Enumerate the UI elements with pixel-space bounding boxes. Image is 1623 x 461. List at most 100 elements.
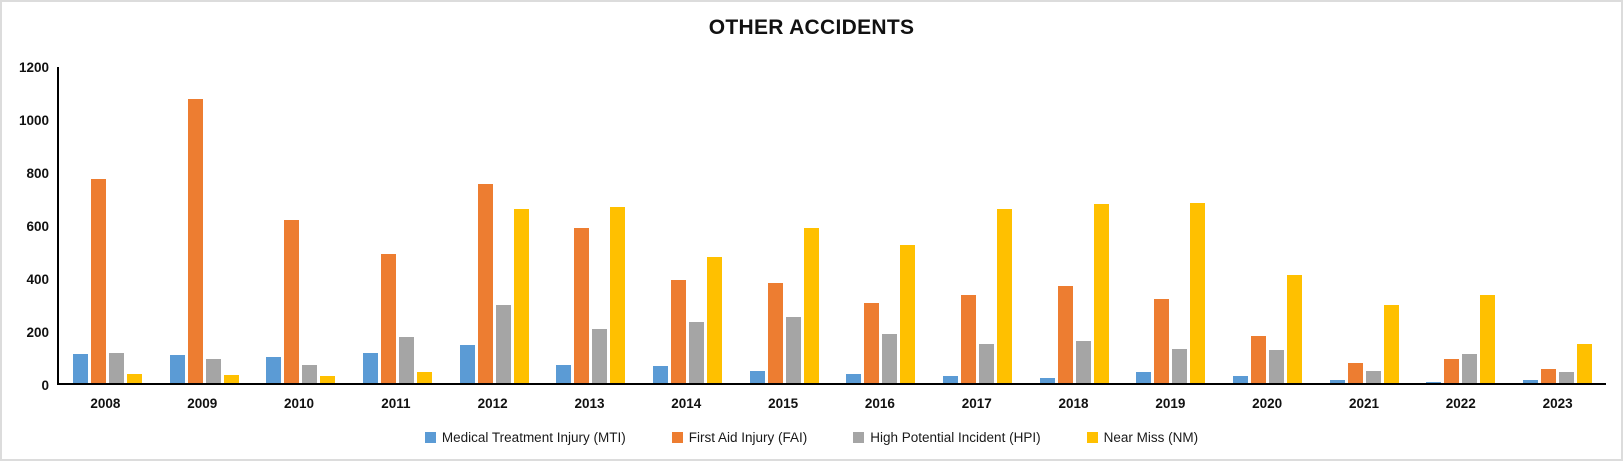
legend-swatch-hpi: [853, 432, 865, 443]
bar-hpi-2022: [1462, 354, 1478, 383]
bar-fai-2014: [670, 280, 686, 383]
bar-nm-2010: [320, 376, 336, 383]
legend-item-hpi: High Potential Incident (HPI): [853, 430, 1041, 445]
bar-nm-2016: [900, 244, 916, 383]
x-axis-label-2016: 2016: [864, 396, 895, 411]
y-axis-tick-label: 200: [26, 324, 49, 340]
bar-hpi-2023: [1559, 372, 1575, 383]
bar-hpi-2011: [398, 336, 414, 383]
bar-nm-2015: [803, 227, 819, 383]
bar-hpi-2018: [1075, 340, 1091, 383]
bar-fai-2008: [90, 178, 106, 383]
chart-title: OTHER ACCIDENTS: [708, 16, 915, 39]
bar-nm-2012: [513, 209, 529, 383]
bar-fai-2009: [187, 98, 203, 383]
x-axis-labels: 2008 2009 2010 2011 2012 2013 2014 2015 2016 2017…: [57, 396, 1606, 411]
bar-group-2016: [833, 67, 930, 383]
bar-fai-2015: [767, 282, 783, 383]
bar-nm-2009: [223, 375, 239, 383]
bar-hpi-2010: [302, 364, 318, 383]
bar-group-2012: [446, 67, 543, 383]
bar-fai-2011: [380, 253, 396, 383]
bar-mti-2015: [749, 371, 765, 383]
x-axis-label-2013: 2013: [574, 396, 605, 411]
bar-group-2013: [542, 67, 639, 383]
bar-group-2021: [1316, 67, 1413, 383]
bar-mti-2012: [459, 344, 475, 383]
bar-nm-2017: [997, 209, 1013, 383]
bar-mti-2013: [556, 364, 572, 383]
bar-mti-2018: [1039, 377, 1055, 383]
bar-fai-2018: [1057, 285, 1073, 383]
bar-nm-2018: [1093, 203, 1109, 383]
bar-hpi-2013: [592, 329, 608, 383]
bar-mti-2021: [1329, 380, 1345, 383]
bar-hpi-2016: [882, 334, 898, 383]
bar-fai-2017: [961, 294, 977, 383]
bar-hpi-2019: [1172, 348, 1188, 383]
y-axis: 0 200 400 600 800 1000 1200: [2, 60, 49, 391]
x-axis-label-2022: 2022: [1445, 396, 1476, 411]
legend-swatch-fai: [671, 432, 683, 443]
x-axis-label-2017: 2017: [961, 396, 992, 411]
y-axis-tick-label: 0: [41, 377, 49, 393]
bar-hpi-2017: [979, 343, 995, 383]
x-axis-label-2023: 2023: [1542, 396, 1573, 411]
legend-swatch-nm: [1086, 432, 1098, 443]
legend-swatch-mti: [424, 432, 436, 443]
legend-label-hpi: High Potential Incident (HPI): [870, 430, 1041, 445]
bar-mti-2008: [72, 354, 88, 383]
y-axis-tick-label: 800: [26, 165, 49, 181]
bar-hpi-2015: [785, 317, 801, 383]
bar-nm-2023: [1577, 343, 1593, 383]
bar-mti-2019: [1136, 372, 1152, 383]
x-axis-label-2012: 2012: [477, 396, 508, 411]
x-axis-label-2019: 2019: [1155, 396, 1186, 411]
bar-fai-2012: [477, 184, 493, 383]
bar-fai-2010: [284, 219, 300, 383]
legend-label-mti: Medical Treatment Injury (MTI): [441, 430, 626, 445]
x-axis-label-2015: 2015: [768, 396, 799, 411]
bar-fai-2022: [1444, 359, 1460, 383]
bar-mti-2017: [943, 376, 959, 383]
y-axis-tick-label: 1200: [18, 59, 49, 75]
y-axis-tick-label: 600: [26, 218, 49, 234]
x-axis-label-2009: 2009: [187, 396, 218, 411]
bar-mti-2009: [169, 355, 185, 383]
bar-hpi-2012: [495, 305, 511, 383]
plot-area: [57, 67, 1606, 385]
legend-label-nm: Near Miss (NM): [1103, 430, 1199, 445]
y-axis-tick-label: 1000: [18, 112, 49, 128]
bar-group-2015: [736, 67, 833, 383]
y-axis-tick-label: 400: [26, 271, 49, 287]
bar-group-2022: [1413, 67, 1510, 383]
bar-group-2010: [252, 67, 349, 383]
bar-hpi-2020: [1269, 350, 1285, 383]
bar-nm-2019: [1190, 202, 1206, 383]
x-axis-label-2010: 2010: [284, 396, 315, 411]
bar-mti-2014: [652, 365, 668, 383]
legend-item-nm: Near Miss (NM): [1086, 430, 1199, 445]
bar-nm-2014: [706, 256, 722, 383]
bar-nm-2013: [610, 206, 626, 383]
bar-hpi-2014: [688, 322, 704, 383]
legend: Medical Treatment Injury (MTI) First Aid …: [2, 430, 1621, 445]
bar-group-2009: [156, 67, 253, 383]
bar-group-2008: [59, 67, 156, 383]
bar-nm-2020: [1287, 275, 1303, 383]
x-axis-label-2014: 2014: [671, 396, 702, 411]
bar-fai-2013: [574, 227, 590, 383]
x-axis-label-2021: 2021: [1348, 396, 1379, 411]
bar-nm-2011: [416, 372, 432, 383]
bar-group-2017: [929, 67, 1026, 383]
bar-mti-2010: [266, 356, 282, 383]
bar-hpi-2021: [1365, 371, 1381, 383]
bar-group-2011: [349, 67, 446, 383]
x-axis-label-2018: 2018: [1058, 396, 1089, 411]
legend-label-fai: First Aid Injury (FAI): [688, 430, 808, 445]
bar-nm-2022: [1480, 294, 1496, 383]
x-axis-label-2020: 2020: [1252, 396, 1283, 411]
bar-nm-2008: [126, 373, 142, 383]
bar-mti-2016: [846, 373, 862, 383]
